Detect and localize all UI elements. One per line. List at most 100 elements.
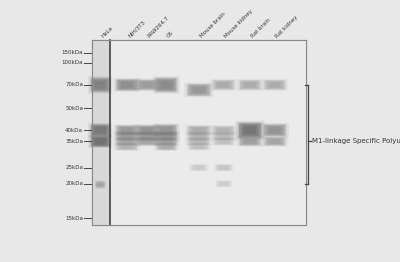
FancyBboxPatch shape bbox=[138, 126, 156, 135]
FancyBboxPatch shape bbox=[88, 123, 112, 138]
FancyBboxPatch shape bbox=[96, 181, 104, 186]
FancyBboxPatch shape bbox=[94, 180, 106, 187]
FancyBboxPatch shape bbox=[188, 138, 210, 145]
FancyBboxPatch shape bbox=[244, 82, 256, 88]
FancyBboxPatch shape bbox=[239, 123, 261, 137]
FancyBboxPatch shape bbox=[218, 134, 230, 139]
FancyBboxPatch shape bbox=[117, 132, 137, 140]
FancyBboxPatch shape bbox=[269, 82, 280, 88]
FancyBboxPatch shape bbox=[119, 127, 135, 134]
FancyBboxPatch shape bbox=[116, 132, 138, 141]
FancyBboxPatch shape bbox=[267, 138, 283, 145]
FancyBboxPatch shape bbox=[117, 138, 137, 145]
FancyBboxPatch shape bbox=[153, 137, 180, 146]
FancyBboxPatch shape bbox=[160, 127, 172, 133]
FancyBboxPatch shape bbox=[214, 138, 233, 145]
FancyBboxPatch shape bbox=[91, 125, 109, 136]
FancyBboxPatch shape bbox=[213, 138, 234, 145]
FancyBboxPatch shape bbox=[186, 142, 211, 151]
FancyBboxPatch shape bbox=[88, 76, 112, 94]
FancyBboxPatch shape bbox=[242, 138, 258, 145]
FancyBboxPatch shape bbox=[116, 79, 138, 91]
FancyBboxPatch shape bbox=[96, 183, 104, 188]
FancyBboxPatch shape bbox=[215, 164, 232, 171]
FancyBboxPatch shape bbox=[219, 182, 228, 186]
FancyBboxPatch shape bbox=[261, 123, 289, 138]
Text: NIH/3T3: NIH/3T3 bbox=[127, 19, 146, 39]
FancyBboxPatch shape bbox=[140, 81, 154, 89]
FancyBboxPatch shape bbox=[140, 133, 154, 140]
FancyBboxPatch shape bbox=[158, 80, 174, 90]
FancyBboxPatch shape bbox=[121, 82, 133, 88]
FancyBboxPatch shape bbox=[97, 184, 103, 188]
FancyBboxPatch shape bbox=[138, 132, 156, 140]
FancyBboxPatch shape bbox=[116, 137, 138, 146]
FancyBboxPatch shape bbox=[117, 143, 137, 150]
FancyBboxPatch shape bbox=[214, 80, 234, 89]
FancyBboxPatch shape bbox=[190, 164, 208, 171]
FancyBboxPatch shape bbox=[121, 139, 133, 144]
FancyBboxPatch shape bbox=[193, 165, 205, 170]
FancyBboxPatch shape bbox=[88, 135, 112, 148]
FancyBboxPatch shape bbox=[185, 131, 212, 141]
Text: 20kDa: 20kDa bbox=[65, 181, 83, 186]
FancyBboxPatch shape bbox=[153, 76, 180, 94]
FancyBboxPatch shape bbox=[216, 81, 232, 89]
FancyBboxPatch shape bbox=[240, 80, 260, 89]
Text: 35kDa: 35kDa bbox=[65, 139, 83, 144]
FancyBboxPatch shape bbox=[214, 133, 234, 140]
FancyBboxPatch shape bbox=[264, 125, 285, 136]
FancyBboxPatch shape bbox=[212, 126, 235, 135]
FancyBboxPatch shape bbox=[263, 124, 287, 137]
FancyBboxPatch shape bbox=[187, 125, 211, 135]
FancyBboxPatch shape bbox=[116, 125, 138, 135]
Text: 50kDa: 50kDa bbox=[65, 106, 83, 111]
FancyBboxPatch shape bbox=[95, 81, 106, 89]
Bar bbox=[110, 40, 306, 225]
FancyBboxPatch shape bbox=[240, 137, 260, 145]
FancyBboxPatch shape bbox=[142, 128, 152, 133]
FancyBboxPatch shape bbox=[193, 144, 204, 149]
FancyBboxPatch shape bbox=[135, 124, 160, 136]
FancyBboxPatch shape bbox=[235, 121, 264, 140]
FancyBboxPatch shape bbox=[193, 134, 205, 139]
FancyBboxPatch shape bbox=[160, 139, 172, 144]
FancyBboxPatch shape bbox=[210, 79, 237, 91]
FancyBboxPatch shape bbox=[214, 126, 234, 134]
FancyBboxPatch shape bbox=[190, 143, 208, 150]
FancyBboxPatch shape bbox=[263, 137, 286, 146]
FancyBboxPatch shape bbox=[154, 142, 179, 151]
FancyBboxPatch shape bbox=[135, 137, 160, 146]
FancyBboxPatch shape bbox=[265, 80, 285, 89]
FancyBboxPatch shape bbox=[244, 139, 256, 144]
FancyBboxPatch shape bbox=[135, 131, 160, 141]
FancyBboxPatch shape bbox=[93, 80, 107, 90]
Text: 100kDa: 100kDa bbox=[62, 60, 83, 65]
Text: 15kDa: 15kDa bbox=[65, 216, 83, 221]
FancyBboxPatch shape bbox=[265, 137, 285, 145]
FancyBboxPatch shape bbox=[188, 84, 210, 95]
Text: 40kDa: 40kDa bbox=[65, 128, 83, 133]
FancyBboxPatch shape bbox=[153, 131, 180, 142]
FancyBboxPatch shape bbox=[160, 134, 172, 139]
Text: 150kDa: 150kDa bbox=[62, 50, 83, 55]
FancyBboxPatch shape bbox=[216, 139, 231, 144]
FancyBboxPatch shape bbox=[212, 132, 235, 140]
FancyBboxPatch shape bbox=[140, 138, 154, 145]
FancyBboxPatch shape bbox=[185, 125, 213, 136]
FancyBboxPatch shape bbox=[218, 82, 230, 88]
FancyBboxPatch shape bbox=[242, 125, 258, 136]
FancyBboxPatch shape bbox=[269, 139, 280, 144]
FancyBboxPatch shape bbox=[263, 80, 286, 90]
FancyBboxPatch shape bbox=[191, 139, 207, 144]
FancyBboxPatch shape bbox=[138, 80, 156, 90]
FancyBboxPatch shape bbox=[216, 133, 232, 139]
FancyBboxPatch shape bbox=[238, 137, 261, 146]
FancyBboxPatch shape bbox=[90, 136, 110, 147]
FancyBboxPatch shape bbox=[238, 80, 261, 90]
FancyBboxPatch shape bbox=[192, 144, 206, 149]
FancyBboxPatch shape bbox=[218, 139, 229, 144]
FancyBboxPatch shape bbox=[161, 144, 172, 149]
Text: HeLa: HeLa bbox=[100, 25, 114, 39]
FancyBboxPatch shape bbox=[155, 124, 178, 136]
